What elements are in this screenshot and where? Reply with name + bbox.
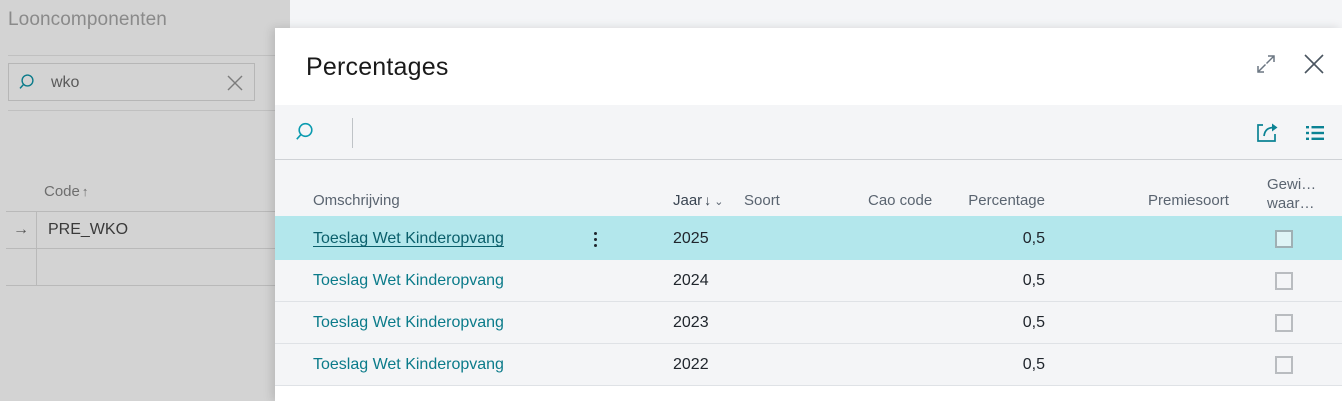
background-grid: → PRE_WKO bbox=[6, 211, 290, 286]
row-code: PRE_WKO bbox=[48, 221, 129, 238]
cell-jaar: 2023 bbox=[673, 314, 709, 331]
table-row[interactable]: Toeslag Wet Kinderopvang 2023 0,5 bbox=[275, 302, 1342, 344]
search-icon[interactable] bbox=[295, 121, 319, 145]
row-menu-icon[interactable] bbox=[586, 218, 604, 260]
background-page: Looncomponenten wko Code ↑ bbox=[0, 0, 290, 401]
column-header-percentage[interactable]: Percentage bbox=[968, 192, 1045, 209]
cell-omschrijving[interactable]: Toeslag Wet Kinderopvang bbox=[313, 230, 504, 247]
cell-percentage: 0,5 bbox=[1022, 314, 1045, 331]
row-marker-icon: → bbox=[6, 212, 37, 248]
toolbar-separator bbox=[352, 118, 353, 148]
cell-percentage: 0,5 bbox=[1022, 356, 1045, 373]
column-header-omschrijving[interactable]: Omschrijving bbox=[313, 192, 400, 209]
search-input[interactable] bbox=[365, 118, 1245, 148]
cell-jaar: 2022 bbox=[673, 356, 709, 373]
divider bbox=[8, 55, 290, 56]
cell-gewicht-checkbox[interactable] bbox=[1275, 272, 1293, 290]
divider bbox=[8, 110, 290, 111]
column-header-soort[interactable]: Soort bbox=[744, 192, 780, 209]
percentages-table: Omschrijving Jaar ↓ ⌄ Soort Cao code Perce… bbox=[275, 160, 1342, 386]
table-row[interactable]: Toeslag Wet Kinderopvang 2022 0,5 bbox=[275, 344, 1342, 386]
table-header-row: Omschrijving Jaar ↓ ⌄ Soort Cao code Perce… bbox=[275, 160, 1342, 218]
dialog-header: Percentages bbox=[275, 28, 1342, 105]
column-header-gewicht[interactable]: Gewi… waar… bbox=[1267, 176, 1317, 212]
share-icon[interactable] bbox=[1250, 116, 1284, 150]
cell-gewicht-checkbox[interactable] bbox=[1275, 230, 1293, 248]
cell-percentage: 0,5 bbox=[1022, 272, 1045, 289]
background-column-header-code[interactable]: Code ↑ bbox=[44, 183, 88, 200]
table-row[interactable]: Toeslag Wet Kinderopvang 2025 0,5 bbox=[275, 218, 1342, 260]
column-header-cao-code[interactable]: Cao code bbox=[868, 192, 933, 209]
column-header-jaar[interactable]: Jaar ↓ ⌄ bbox=[673, 192, 723, 209]
list-icon[interactable] bbox=[1298, 116, 1332, 150]
table-row[interactable] bbox=[6, 249, 290, 286]
row-marker-icon bbox=[6, 249, 37, 285]
column-header-premiesoort[interactable]: Premiesoort bbox=[1148, 192, 1229, 209]
cell-percentage: 0,5 bbox=[1022, 230, 1045, 247]
close-icon[interactable] bbox=[1297, 47, 1331, 81]
cell-gewicht-checkbox[interactable] bbox=[1275, 356, 1293, 374]
cell-omschrijving[interactable]: Toeslag Wet Kinderopvang bbox=[313, 272, 504, 289]
table-row[interactable]: → PRE_WKO bbox=[6, 212, 290, 249]
chevron-down-icon: ⌄ bbox=[714, 196, 724, 208]
cell-omschrijving[interactable]: Toeslag Wet Kinderopvang bbox=[313, 356, 504, 373]
cell-jaar: 2025 bbox=[673, 230, 709, 247]
background-search-value: wko bbox=[51, 74, 80, 91]
cell-jaar: 2024 bbox=[673, 272, 709, 289]
dialog-header-actions bbox=[1249, 47, 1331, 81]
toolbar-right-actions bbox=[1250, 116, 1332, 150]
clear-icon[interactable] bbox=[224, 72, 246, 94]
sort-ascending-icon: ↑ bbox=[81, 184, 89, 199]
column-header-jaar-label: Jaar bbox=[673, 192, 703, 209]
background-page-title: Looncomponenten bbox=[8, 9, 167, 30]
table-row[interactable]: Toeslag Wet Kinderopvang 2024 0,5 bbox=[275, 260, 1342, 302]
expand-icon[interactable] bbox=[1249, 47, 1283, 81]
cell-gewicht-checkbox[interactable] bbox=[1275, 314, 1293, 332]
background-column-header-code-label: Code bbox=[44, 183, 80, 200]
percentages-dialog: Percentages bbox=[275, 28, 1342, 401]
sort-descending-icon: ↓ bbox=[704, 192, 712, 208]
dialog-toolbar bbox=[275, 105, 1342, 160]
search-icon bbox=[19, 73, 39, 93]
cell-omschrijving[interactable]: Toeslag Wet Kinderopvang bbox=[313, 314, 504, 331]
page-title: Percentages bbox=[306, 53, 449, 81]
background-search-box[interactable]: wko bbox=[8, 63, 255, 101]
